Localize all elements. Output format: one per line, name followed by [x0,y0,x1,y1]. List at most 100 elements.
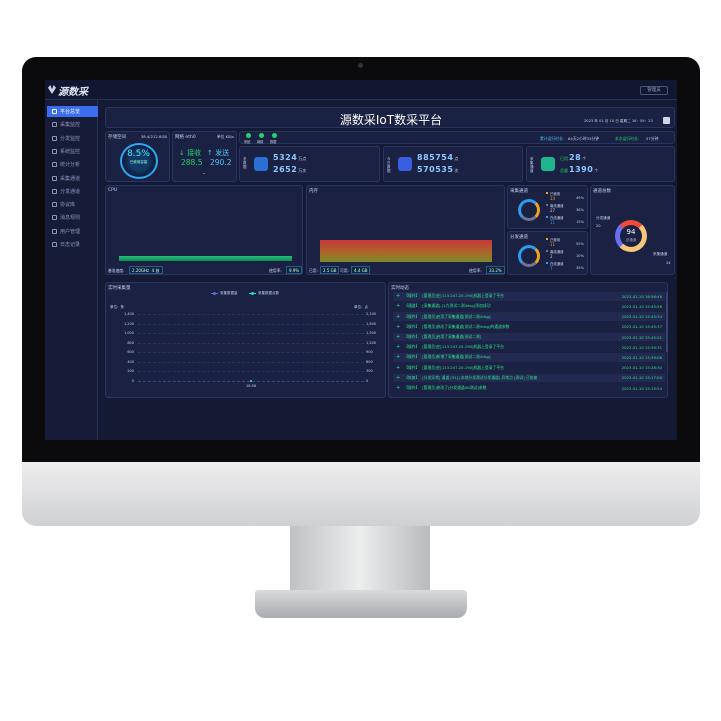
sidebar-item-8[interactable]: 消息规则 [47,212,98,223]
sidebar-item-0[interactable]: 平台总览 [47,106,98,117]
sidebar-item-1[interactable]: 采集监控 [47,119,98,130]
cpu-panel: CPU 基准速度: 2.20GHz 4 核 使用率: 9.9% [105,185,303,275]
grid-line [138,314,364,315]
y-tick-right: 0 [366,379,369,383]
sidebar-item-10[interactable]: 日志记录 [47,239,98,250]
legend-count: 11 [550,220,556,225]
collect-channels-panel: 采集通道 已使用 14 49% 离线通道 27 36% 在线通道 11 15% [507,185,588,229]
legend-count: 14 [550,196,556,201]
plus-icon: + [396,374,401,381]
network-panel: 网络 eth0 单位 KB/s ↓ 接收 ↑ 发送 288.5 290.2 - [172,131,237,182]
top-bar: 源数采 管理员 [45,80,677,100]
log-text: [管理员]启用了采集通道[测试二测4dsg] [422,313,491,319]
log-time: 2023-01-10 15:39:08 [621,354,662,360]
log-scrollbar[interactable] [666,292,668,352]
plus-icon: + [396,323,401,330]
card-label: 总数据 [243,157,247,169]
channel-total-label: 通道总数 [593,189,611,194]
sidebar-item-6[interactable]: 分发通道 [47,186,98,197]
sidebar-item-2[interactable]: 分发监控 [47,133,98,144]
card-value: 885754 [417,153,454,162]
receive-text: 接收 [187,149,202,157]
log-text: [管理员]修改了采集通道[测试二测4dsg]的通道参数 [422,323,510,329]
users-icon [52,228,57,234]
dashboard-screen: 源数采 管理员 平台总览 采集监控 分发监控 系统监控 统计分析 采集通道 分发通道 协议库消… [45,80,677,440]
network-dash: - [203,170,206,177]
cpu-freq-box: 2.20GHz 4 核 [129,266,163,274]
memory-free: 4.4 GB [351,266,371,274]
card-value-label: 总量 [560,168,568,173]
legend-pct: 36% [576,208,584,212]
sidebar-item-label: 协议库 [60,202,76,209]
chart-title: 实时采集量 [108,286,131,291]
legend-pct: 35% [576,266,584,270]
storage-percent: 8.5% [127,149,150,159]
card-unit: 个 [594,168,599,173]
rule-icon [52,215,57,221]
chip-icon [541,157,555,171]
cpu-label: CPU [108,188,118,193]
card-label: 采集通道 [530,157,534,173]
status-strip: 累计运行时长: 64天2小时33分钟 本次运行时长: 57分钟 系统 网络 数据 [239,131,675,144]
card-value: 2652 [273,165,298,174]
settings-icon[interactable] [663,117,670,124]
y-tick-left: 1,400 [123,312,134,316]
card-label: 今日数据 [387,157,391,173]
chip-icon [398,157,412,171]
card-row: 5324万点 [273,153,306,162]
grid-line [138,333,364,335]
status-dot-label: 网络 [257,140,264,144]
log-row: + 【操作】 [管理员]修改了[分发通道AB测试]参数 2023-01-10 15:1… [393,384,665,393]
chart-pie-icon [52,162,57,168]
card-unit: 万点 [298,156,307,161]
admin-button[interactable]: 管理员 [640,86,668,95]
monitor-icon [52,148,57,154]
card-unit: 个 [582,156,587,161]
status-dot [246,133,251,138]
sidebar-item-5[interactable]: 采集通道 [47,173,98,184]
log-tag: 【恢复】 [404,374,420,380]
y-tick-left: 0 [131,379,134,383]
share-icon [52,188,57,194]
log-time: 2023-01-10 15:45:34 [621,314,662,320]
legend-name: 离线通道 [550,250,564,254]
card-unit: 万次 [298,168,307,173]
log-tag: 【操作】 [404,293,420,299]
legend-name: 在线通道 [550,216,564,220]
log-time: 2023-01-10 16:56:46 [621,293,662,299]
dist-channel-label: 分发通道 [596,216,611,220]
y-tick-right: 900 [366,350,373,355]
panel-label: 分发通道 [510,235,528,240]
legend-pct: 49% [576,196,584,200]
log-row: + 【恢复】 [分发异常] 通道 [91] [本地分发测试分发通道] 异常点 [测试… [393,373,665,383]
sidebar-item-7[interactable]: 协议库 [47,199,98,210]
log-text: [采集通道]-[1方测试二测4dsg]添加成功 [422,303,491,309]
cpu-freq-label: 基准速度: [108,268,125,273]
memory-free-label: 可用: [340,268,349,273]
legend-label: 采集数据量 [220,291,238,295]
legend-name: 已使用 [550,192,561,196]
plus-icon: + [396,293,401,300]
legend-dot [546,192,548,194]
network-label: 网络 eth0 [175,135,196,140]
sidebar-item-label: 分发通道 [60,188,81,195]
sidebar-item-9[interactable]: 用户管理 [47,226,98,237]
plus-icon: + [396,313,401,320]
log-time: 2023-01-10 15:45:56 [621,303,662,309]
sidebar-item-4[interactable]: 统计分析 [47,159,98,170]
y-tick-left: 1,000 [123,331,134,336]
y-axis-left-label: 单位：条 [110,305,124,309]
plus-icon: + [396,303,401,310]
dist-channels-panel: 分发通道 已使用 11 55% 离线通道 2 10% 在线通道 7 35% [507,231,588,275]
y-tick-left: 200 [127,369,134,374]
camera-icon [358,63,363,68]
stat-card-0: 总数据 5324万点 2652万次 [239,146,380,182]
log-time: 2023-01-10 15:45:37 [621,324,662,330]
status-dot-label: 数据 [270,140,277,144]
legend-dot [546,262,548,264]
x-tick: 16:58 [246,384,257,388]
sidebar-item-label: 系统监控 [60,148,81,155]
y-tick-left: 400 [127,359,134,364]
receive-value: 288.5 [181,158,203,167]
sidebar-item-3[interactable]: 系统监控 [47,146,98,157]
